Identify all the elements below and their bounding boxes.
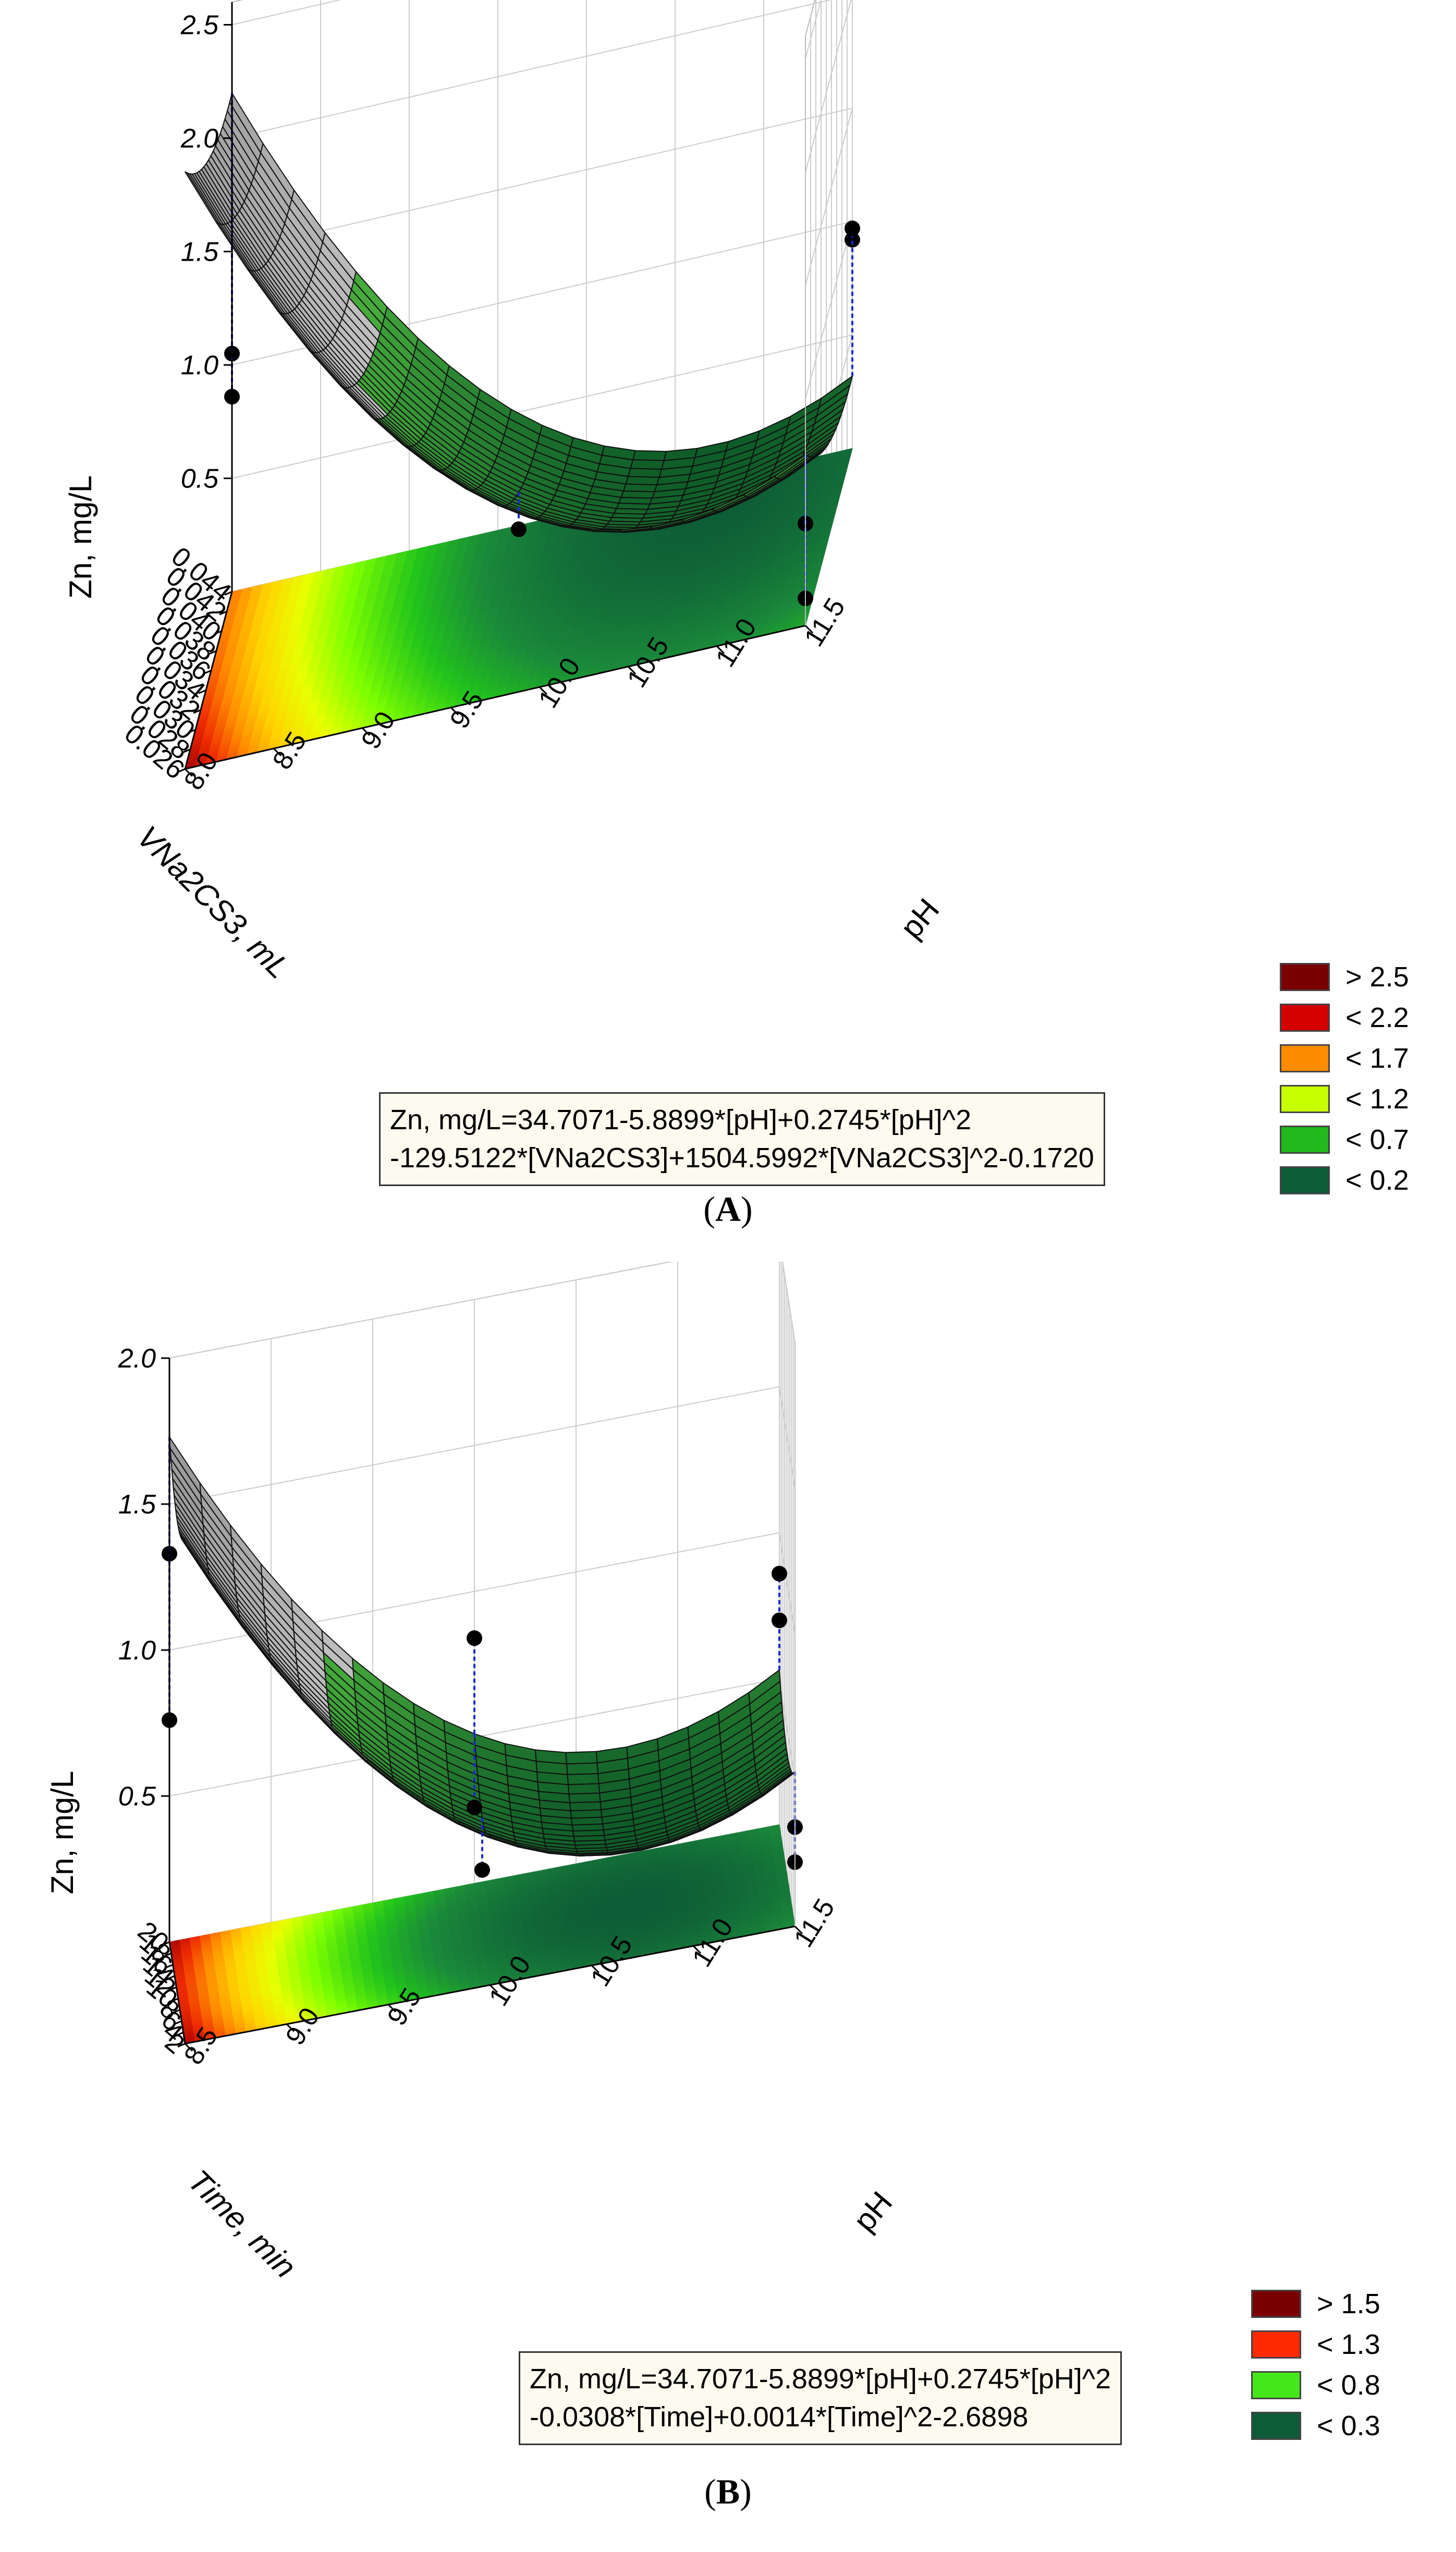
y-tick (214, 630, 222, 635)
y-tick (182, 748, 191, 753)
surface-plot-b: Zn, mg/L Time, min pH 8.5 9.0 9.5 10.0 10.5 1… (45, 1262, 899, 2285)
y-tick (177, 768, 186, 773)
equation-line-2: -129.5122*[VNa2CS3]+1504.5992*[VNa2CS3]^… (390, 1142, 1094, 1174)
grid-line (231, 107, 853, 286)
z-tick-label: 0.5 (181, 464, 219, 494)
legend-entry: < 0.7 (1280, 1119, 1409, 1160)
x-tick (539, 686, 548, 695)
panel-caption: (A) (703, 1189, 753, 1229)
x-tick (716, 645, 725, 654)
x-tick (804, 625, 814, 634)
panel-b: Zn, mg/L Time, min pH 8.5 9.0 9.5 10.0 10.5 1… (0, 1262, 1456, 2552)
y-tick (198, 689, 206, 694)
surface-cell (627, 468, 663, 478)
y-tick (209, 650, 217, 655)
surface-plot-a: Zn, mg/L VNa2CS3, mL pH 8.0 8.5 9.0 9.5 10.0… (63, 0, 946, 985)
plot-3d: 8.5 9.0 9.5 10.0 10.5 11.0 11.5246810121416182… (118, 1262, 841, 2070)
z-tick-label: 2.0 (180, 124, 218, 154)
data-point (511, 521, 527, 538)
x-tick (450, 707, 459, 716)
y-axis-label: VNa2CS3, mL (130, 819, 297, 985)
axes (177, 2, 814, 777)
z-axis-label: Zn, mg/L (45, 1771, 80, 1895)
x-axis-line (185, 625, 806, 770)
tick-labels: 8.0 8.5 9.0 9.5 10.0 10.5 11.0 11.50.0260.0280.… (119, 10, 851, 796)
surface-cell (630, 459, 665, 470)
grid-line (169, 1386, 796, 1505)
contour-floor (169, 1824, 796, 2044)
y-axis-label: Time, min (181, 2163, 303, 2285)
data-point (845, 221, 860, 237)
x-axis-label: pH (847, 2185, 899, 2238)
legend-entry: < 1.2 (1280, 1079, 1409, 1119)
legend-label: < 0.2 (1345, 1165, 1409, 1196)
legend-entry: < 0.2 (1280, 1160, 1409, 1201)
x-axis-label: pH (894, 892, 946, 945)
y-axis-line (184, 591, 233, 770)
data-point (845, 231, 860, 248)
legend-swatch (1280, 1085, 1330, 1113)
grid-line (169, 1532, 796, 1651)
legend-entry: < 1.7 (1280, 1038, 1409, 1079)
legend: > 2.5 < 2.2 < 1.7 < 1.2 < 0.7 < 0.2 (1280, 957, 1409, 1201)
contour-cell (840, 448, 853, 454)
z-axis-label: Zn, mg/L (63, 475, 98, 599)
y-tick (219, 610, 227, 616)
y-tick (203, 669, 212, 675)
y-tick (224, 591, 233, 596)
plot-3d: 8.0 8.5 9.0 9.5 10.0 10.5 11.0 11.50.0260.0280.… (119, 0, 860, 795)
response-surface (185, 92, 853, 533)
y-tick (188, 729, 196, 734)
grid-line (231, 0, 852, 173)
z-tick-label: 2.5 (180, 10, 219, 41)
surface-cell (185, 171, 219, 224)
legend-swatch (1280, 1004, 1330, 1032)
x-tick (361, 727, 371, 736)
legend-label: < 1.2 (1345, 1083, 1409, 1115)
legend-label: > 2.5 (1345, 961, 1409, 993)
x-tick (273, 748, 282, 756)
legend-entry: > 2.5 (1280, 957, 1409, 997)
legend-swatch (1280, 963, 1330, 991)
surface-cell (632, 450, 667, 461)
grid-line (169, 1262, 796, 1359)
x-tick (627, 666, 637, 675)
y-tick (193, 709, 201, 714)
z-tick-label: 1.5 (181, 237, 219, 267)
panel-a: Zn, mg/L VNa2CS3, mL pH 8.0 8.5 9.0 9.5 10.0… (0, 0, 1456, 1262)
legend-label: < 1.7 (1345, 1043, 1409, 1074)
legend-swatch (1280, 1166, 1330, 1194)
contour-floor (185, 448, 853, 770)
equation-box: Zn, mg/L=34.7071-5.8899*[pH]+0.2745*[pH]… (379, 1092, 1105, 1186)
legend-swatch (1280, 1126, 1330, 1154)
legend-swatch (1280, 1044, 1330, 1072)
equation-line-1: Zn, mg/L=34.7071-5.8899*[pH]+0.2745*[pH]… (390, 1104, 972, 1135)
surface-cell (625, 475, 660, 485)
legend-label: < 2.2 (1345, 1002, 1409, 1033)
z-tick-label: 1.0 (181, 350, 218, 381)
legend-entry: < 2.2 (1280, 997, 1409, 1038)
x-tick (184, 768, 193, 777)
legend-label: < 0.7 (1345, 1124, 1409, 1155)
surface-cell (588, 528, 622, 532)
